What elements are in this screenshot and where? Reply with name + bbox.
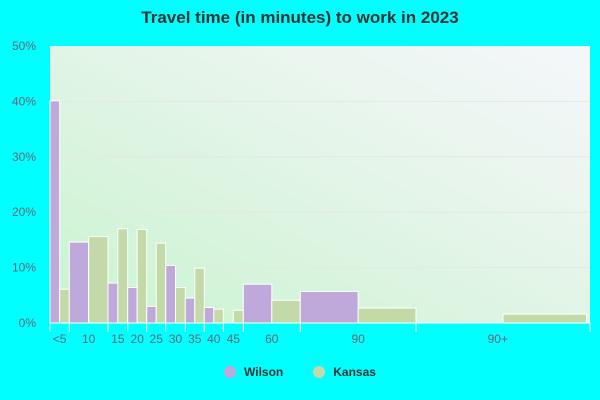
bar-wilson [68,241,90,324]
bar-kansas [136,228,148,324]
legend-swatch [313,366,326,378]
y-tick-label: 40% [12,94,36,108]
bar-wilson [203,306,215,324]
bar-kansas [59,288,70,324]
bar-wilson [127,287,138,324]
y-tick-label: 0% [19,316,37,330]
legend-item-wilson: Wilson [224,365,283,379]
legend-label: Kansas [333,365,376,379]
x-tick-label: 40 [207,332,221,346]
bar-wilson [299,290,359,324]
bar-kansas [88,236,109,324]
x-tick-label: 15 [111,332,125,346]
x-tick-label: 30 [169,332,183,346]
bar-wilson [242,283,273,324]
legend-item-kansas: Kansas [313,365,376,379]
bar-wilson [146,305,157,324]
chart-title: Travel time (in minutes) to work in 2023 [141,8,459,27]
bar-kansas [357,307,417,324]
bar-kansas [271,299,301,324]
y-tick-label: 10% [12,261,36,275]
bar-kansas [232,309,244,324]
legend: Wilson Kansas [0,365,600,379]
x-tick-label: 45 [227,332,241,346]
bar-wilson [184,297,196,324]
bar-kansas [117,228,129,324]
x-tick-label: 35 [188,332,202,346]
x-tick-label: 25 [150,332,164,346]
y-tick-label: 50% [12,39,36,53]
bar-kansas [213,308,224,324]
bar-wilson [49,100,61,324]
y-tick-label: 30% [12,150,36,164]
x-tick-label: 10 [82,332,96,346]
bar-kansas [502,313,588,324]
x-tick-label: <5 [53,332,67,346]
legend-label: Wilson [244,365,284,379]
y-tick-label: 20% [12,205,36,219]
bar-wilson [165,264,176,324]
bar-kansas [194,267,205,324]
plot-area [50,46,590,323]
x-tick-label: 90+ [488,332,508,346]
x-tick-label: 20 [131,332,145,346]
bar-kansas [175,287,186,324]
legend-swatch [224,366,237,378]
x-tick-label: 90 [351,332,365,346]
bar-wilson [107,282,119,324]
x-tick-label: 60 [265,332,279,346]
bar-kansas [155,242,167,324]
